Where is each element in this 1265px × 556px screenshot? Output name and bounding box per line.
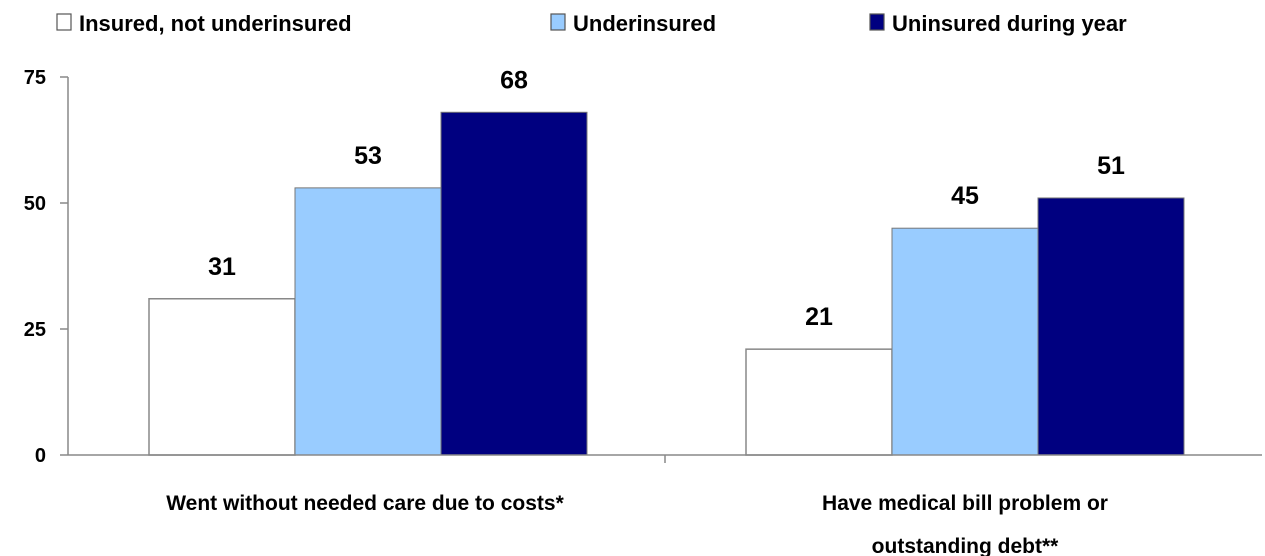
legend: Insured, not underinsured Underinsured Uni…: [56, 11, 1127, 36]
data-label: 53: [354, 142, 382, 170]
legend-swatch: [550, 13, 566, 31]
bar: [1037, 197, 1185, 456]
y-tick-label: 75: [24, 67, 46, 89]
category-label: Have medical bill problem or: [822, 492, 1108, 515]
legend-swatch: [869, 13, 885, 31]
axes: 0 25 50 75: [24, 67, 1262, 467]
data-label: 21: [805, 303, 833, 331]
data-label: 68: [500, 66, 528, 94]
legend-swatch: [56, 13, 72, 31]
bar: [148, 298, 296, 456]
y-tick-label: 50: [24, 193, 46, 215]
data-label: 45: [951, 182, 979, 210]
data-label: 31: [208, 253, 236, 281]
legend-label: Uninsured during year: [892, 11, 1127, 36]
bar: [440, 111, 588, 456]
y-tick-label: 25: [24, 319, 46, 341]
category-label: outstanding debt**: [872, 535, 1059, 556]
bar: [891, 227, 1039, 456]
category-label: Went without needed care due to costs*: [166, 492, 564, 515]
bars: [148, 111, 1185, 456]
bar: [294, 187, 442, 456]
legend-label: Insured, not underinsured: [79, 11, 352, 36]
data-labels: 31 53 68 21 45 51: [208, 66, 1125, 331]
y-tick-label: 0: [35, 445, 46, 467]
data-label: 51: [1097, 152, 1125, 180]
category-labels: Went without needed care due to costs* Ha…: [166, 492, 1108, 556]
legend-label: Underinsured: [573, 11, 716, 36]
bar: [745, 348, 893, 456]
